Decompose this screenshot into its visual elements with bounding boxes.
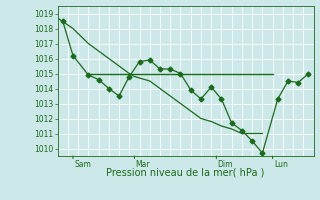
Text: Mar: Mar (136, 160, 150, 169)
Text: Dim: Dim (218, 160, 233, 169)
Text: Sam: Sam (74, 160, 91, 169)
Text: Lun: Lun (274, 160, 288, 169)
X-axis label: Pression niveau de la mer( hPa ): Pression niveau de la mer( hPa ) (107, 167, 265, 177)
